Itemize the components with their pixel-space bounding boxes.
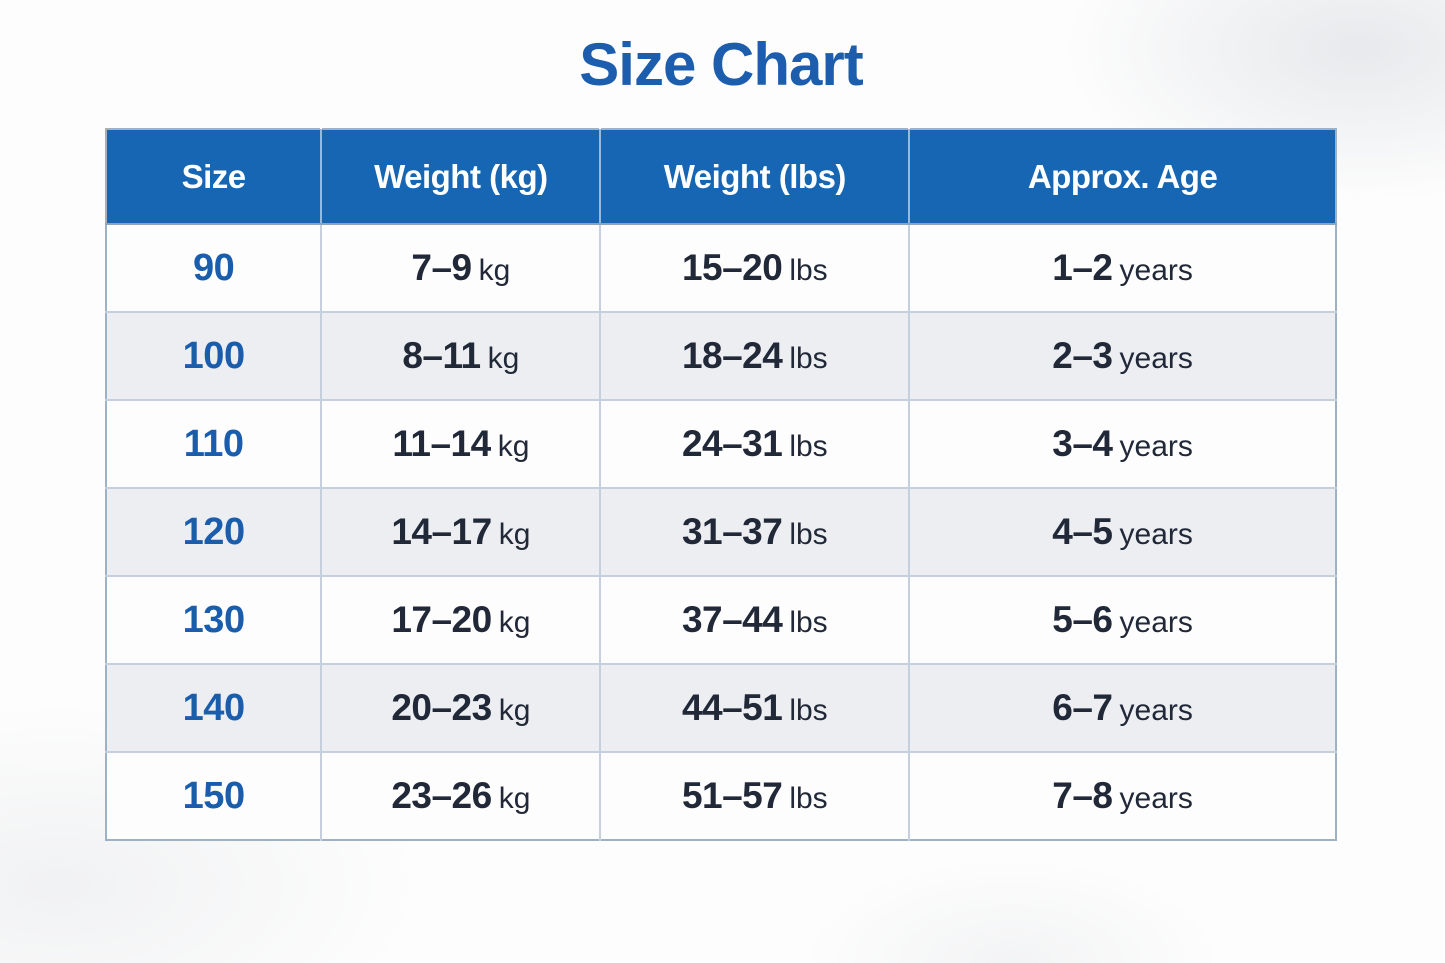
age-range: 5–6: [1052, 599, 1113, 640]
weight-lbs-cell: 31–37 lbs: [600, 487, 911, 576]
table-row: 100 8–11 kg 18–24 lbs 2–3 years: [106, 311, 1336, 400]
age-cell: 7–8 years: [909, 751, 1336, 840]
kg-unit: kg: [498, 518, 531, 551]
age-cell: 3–4 years: [909, 399, 1336, 488]
age-unit: years: [1119, 694, 1193, 727]
lbs-range: 51–57: [681, 775, 783, 816]
weight-kg-cell: 23–26 kg: [321, 751, 602, 840]
lbs-range: 24–31: [681, 423, 783, 464]
age-range: 3–4: [1052, 423, 1113, 464]
lbs-unit: lbs: [789, 782, 828, 815]
age-range: 4–5: [1052, 511, 1113, 552]
age-cell: 2–3 years: [909, 311, 1336, 400]
kg-range: 11–14: [392, 423, 491, 464]
age-unit: years: [1119, 342, 1193, 375]
size-cell: 140: [106, 663, 323, 752]
table-header-row: Size Weight (kg) Weight (lbs) Approx. Ag…: [106, 129, 1336, 225]
weight-lbs-cell: 44–51 lbs: [600, 663, 911, 752]
kg-unit: kg: [497, 430, 530, 463]
kg-unit: kg: [498, 606, 531, 639]
weight-kg-cell: 7–9 kg: [321, 223, 602, 312]
age-range: 1–2: [1052, 247, 1113, 288]
age-unit: years: [1119, 518, 1193, 551]
kg-range: 8–11: [402, 335, 481, 376]
age-cell: 6–7 years: [909, 663, 1336, 752]
size-cell: 100: [106, 311, 323, 400]
age-unit: years: [1119, 606, 1193, 639]
lbs-range: 31–37: [681, 511, 783, 552]
age-range: 6–7: [1052, 687, 1113, 728]
table-row: 130 17–20 kg 37–44 lbs 5–6 years: [106, 575, 1336, 664]
table-row: 150 23–26 kg 51–57 lbs 7–8 years: [106, 751, 1336, 840]
size-chart-table: Size Weight (kg) Weight (lbs) Approx. Ag…: [105, 128, 1337, 841]
lbs-unit: lbs: [789, 430, 828, 463]
lbs-unit: lbs: [789, 518, 828, 551]
age-range: 7–8: [1052, 775, 1113, 816]
age-cell: 1–2 years: [909, 223, 1336, 312]
size-cell: 90: [106, 223, 323, 312]
kg-range: 17–20: [391, 599, 492, 640]
lbs-range: 15–20: [681, 247, 783, 288]
kg-range: 20–23: [391, 687, 492, 728]
lbs-unit: lbs: [789, 342, 828, 375]
weight-kg-cell: 20–23 kg: [321, 663, 602, 752]
table-row: 120 14–17 kg 31–37 lbs 4–5 years: [106, 487, 1336, 576]
kg-range: 7–9: [411, 247, 472, 288]
kg-unit: kg: [487, 342, 520, 375]
weight-kg-cell: 11–14 kg: [321, 399, 602, 488]
column-header-weight-lbs: Weight (lbs): [600, 129, 911, 225]
lbs-range: 44–51: [681, 687, 783, 728]
size-cell: 110: [106, 399, 323, 488]
age-cell: 4–5 years: [909, 487, 1336, 576]
weight-kg-cell: 8–11 kg: [321, 311, 602, 400]
weight-lbs-cell: 18–24 lbs: [600, 311, 911, 400]
table-row: 140 20–23 kg 44–51 lbs 6–7 years: [106, 663, 1336, 752]
weight-kg-cell: 14–17 kg: [321, 487, 602, 576]
size-cell: 120: [106, 487, 323, 576]
kg-unit: kg: [478, 254, 511, 287]
lbs-unit: lbs: [789, 254, 828, 287]
lbs-unit: lbs: [789, 606, 828, 639]
weight-lbs-cell: 24–31 lbs: [600, 399, 911, 488]
age-unit: years: [1119, 782, 1193, 815]
age-range: 2–3: [1052, 335, 1113, 376]
weight-lbs-cell: 51–57 lbs: [600, 751, 911, 840]
lbs-unit: lbs: [789, 694, 828, 727]
size-cell: 130: [106, 575, 323, 664]
age-unit: years: [1119, 254, 1193, 287]
weight-lbs-cell: 15–20 lbs: [600, 223, 911, 312]
page-title: Size Chart: [579, 31, 863, 98]
lbs-range: 18–24: [681, 335, 783, 376]
age-unit: years: [1119, 430, 1193, 463]
kg-unit: kg: [498, 694, 531, 727]
lbs-range: 37–44: [681, 599, 783, 640]
size-cell: 150: [106, 751, 323, 840]
column-header-approx-age: Approx. Age: [909, 129, 1336, 225]
kg-range: 14–17: [391, 511, 492, 552]
age-cell: 5–6 years: [909, 575, 1336, 664]
kg-range: 23–26: [391, 775, 492, 816]
table-row: 110 11–14 kg 24–31 lbs 3–4 years: [106, 399, 1336, 488]
weight-lbs-cell: 37–44 lbs: [600, 575, 911, 664]
column-header-weight-kg: Weight (kg): [321, 129, 602, 225]
column-header-size: Size: [106, 129, 323, 225]
table-row: 90 7–9 kg 15–20 lbs 1–2 years: [106, 223, 1336, 312]
kg-unit: kg: [498, 782, 531, 815]
weight-kg-cell: 17–20 kg: [321, 575, 602, 664]
